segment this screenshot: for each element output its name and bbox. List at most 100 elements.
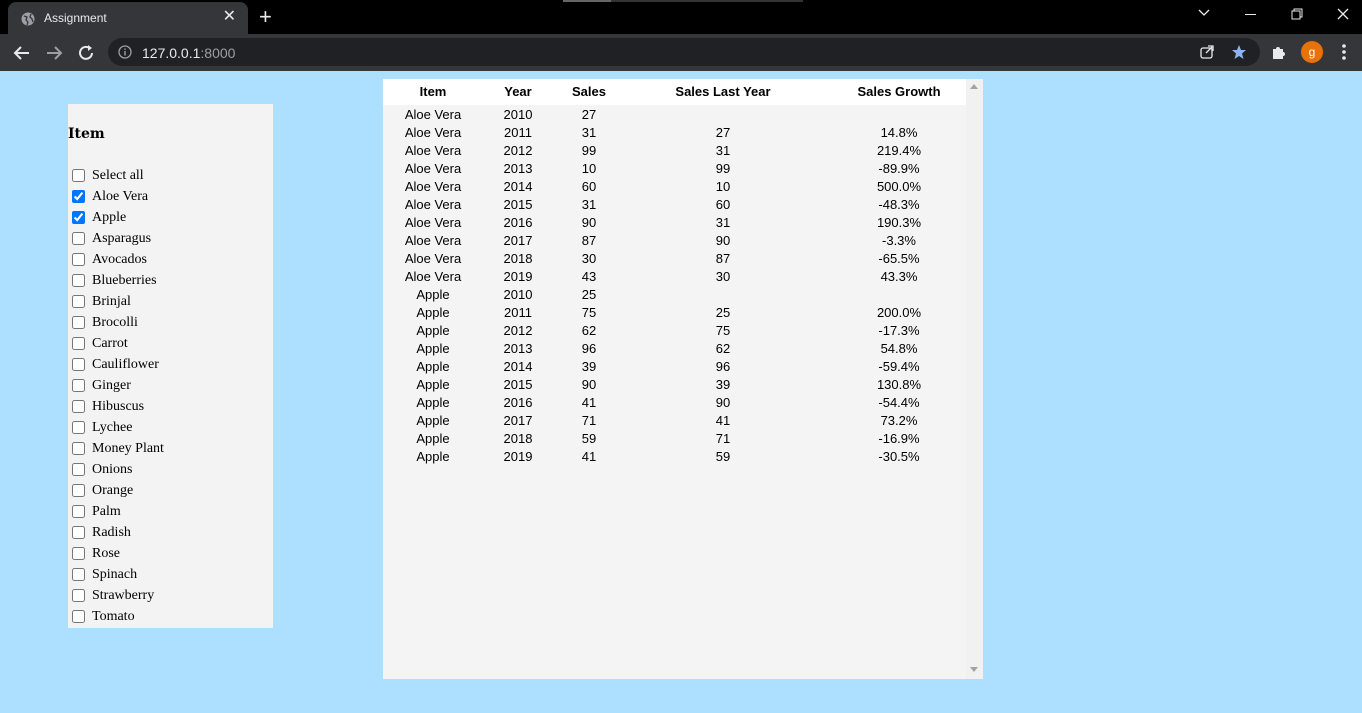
filter-option[interactable]: Onions [68,462,273,483]
filter-option[interactable]: Avocados [68,252,273,273]
filter-checkbox[interactable] [72,316,85,329]
filter-option[interactable]: Cauliflower [68,357,273,378]
filter-checkbox[interactable] [72,463,85,476]
filter-option-label[interactable]: Lychee [92,420,133,435]
filter-checkbox[interactable] [72,442,85,455]
filter-option-label[interactable]: Carrot [92,336,128,351]
header-sales[interactable]: Sales [572,84,606,99]
filter-option-label[interactable]: Aloe Vera [92,189,149,204]
sales-table-panel[interactable]: Item Year Sales Sales Last Year Sales Gr… [383,79,983,679]
filter-checkbox[interactable] [72,610,85,623]
star-icon[interactable] [1231,44,1247,60]
filter-checkbox[interactable] [72,421,85,434]
filter-option[interactable]: Money Plant [68,441,273,462]
filter-option-label[interactable]: Money Plant [92,441,164,456]
filter-checkbox[interactable] [72,400,85,413]
window-close-icon[interactable] [1337,8,1349,20]
forward-icon[interactable] [44,43,64,63]
filter-option-label[interactable]: Blueberries [92,273,157,288]
filter-option-label[interactable]: Palm [92,504,121,519]
filter-checkbox[interactable] [72,505,85,518]
filter-option[interactable]: Select all [68,168,273,189]
header-year[interactable]: Year [504,84,532,99]
filter-option[interactable]: Blueberries [68,273,273,294]
close-icon[interactable]: ✕ [222,8,236,25]
filter-option[interactable]: Palm [68,504,273,525]
filter-option-label[interactable]: Tomato [92,609,135,624]
filter-option[interactable]: Tomato [68,609,273,630]
filter-option[interactable]: Brinjal [68,294,273,315]
plus-icon[interactable]: + [259,4,272,29]
filter-checkbox[interactable] [72,232,85,245]
filter-option-label[interactable]: Strawberry [92,588,155,603]
filter-option-label[interactable]: Radish [92,525,131,540]
filter-option-label[interactable]: Orange [92,483,134,498]
browser-tab[interactable]: Assignment ✕ [8,2,248,34]
header-item[interactable]: Item [419,84,447,99]
filter-option[interactable]: Strawberry [68,588,273,609]
cell-year: 2016 [503,215,533,230]
info-icon[interactable] [118,45,132,59]
scroll-down-arrow-icon[interactable] [970,667,978,672]
filter-checkbox[interactable] [72,358,85,371]
filter-checkbox[interactable] [72,526,85,539]
filter-option-label[interactable]: Asparagus [92,231,152,246]
filter-option[interactable]: Hibuscus [68,399,273,420]
cell-sales: 31 [581,125,597,140]
minimize-icon[interactable] [1245,14,1256,16]
avatar[interactable]: g [1301,41,1323,63]
filter-option-label[interactable]: Brinjal [92,294,131,309]
filter-option[interactable]: Aloe Vera [68,189,273,210]
puzzle-icon[interactable] [1270,43,1288,61]
more-vert-icon[interactable] [1338,43,1350,61]
cell-year: 2012 [503,143,533,158]
filter-checkbox[interactable] [72,274,85,287]
filter-option[interactable]: Lychee [68,420,273,441]
cell-item: Apple [416,341,450,356]
table-row: Aloe Vera 2014 60 10 500.0% [383,177,966,195]
filter-checkbox[interactable] [72,295,85,308]
reload-icon[interactable] [76,43,96,63]
address-bar[interactable]: 127.0.0.1:8000 [108,38,1260,66]
filter-option[interactable]: Ginger [68,378,273,399]
tab-title: Assignment [44,11,107,25]
filter-checkbox[interactable] [72,568,85,581]
filter-option[interactable]: Carrot [68,336,273,357]
filter-option[interactable]: Radish [68,525,273,546]
filter-option[interactable]: Brocolli [68,315,273,336]
filter-checkbox[interactable] [72,190,85,203]
filter-checkbox[interactable] [72,211,85,224]
filter-option-label[interactable]: Brocolli [92,315,138,330]
filter-option[interactable]: Orange [68,483,273,504]
filter-option-label[interactable]: Apple [92,210,127,225]
filter-option-label[interactable]: Spinach [92,567,138,582]
filter-checkbox[interactable] [72,253,85,266]
filter-option[interactable]: Apple [68,210,273,231]
restore-icon[interactable] [1291,8,1303,20]
header-sales-last-year[interactable]: Sales Last Year [675,84,771,99]
cell-year: 2011 [504,305,532,320]
filter-option-label[interactable]: Rose [92,546,120,561]
filter-option-label[interactable]: Ginger [92,378,131,393]
cell-year: 2017 [503,413,533,428]
scroll-up-arrow-icon[interactable] [970,84,978,89]
filter-option-label[interactable]: Hibuscus [92,399,145,414]
filter-option[interactable]: Rose [68,546,273,567]
chevron-down-icon[interactable] [1198,9,1210,17]
filter-checkbox[interactable] [72,547,85,560]
filter-option-label[interactable]: Onions [92,462,133,477]
share-icon[interactable] [1199,44,1215,60]
filter-option[interactable]: Spinach [68,567,273,588]
filter-checkbox[interactable] [72,337,85,350]
filter-checkbox[interactable] [72,589,85,602]
vertical-scrollbar[interactable] [966,79,983,679]
back-icon[interactable] [12,43,32,63]
filter-checkbox[interactable] [72,169,85,182]
filter-option[interactable]: Asparagus [68,231,273,252]
filter-checkbox[interactable] [72,379,85,392]
filter-option-label[interactable]: Select all [92,168,144,183]
header-sales-growth[interactable]: Sales Growth [857,84,941,99]
filter-checkbox[interactable] [72,484,85,497]
filter-option-label[interactable]: Cauliflower [92,357,159,372]
filter-option-label[interactable]: Avocados [92,252,147,267]
